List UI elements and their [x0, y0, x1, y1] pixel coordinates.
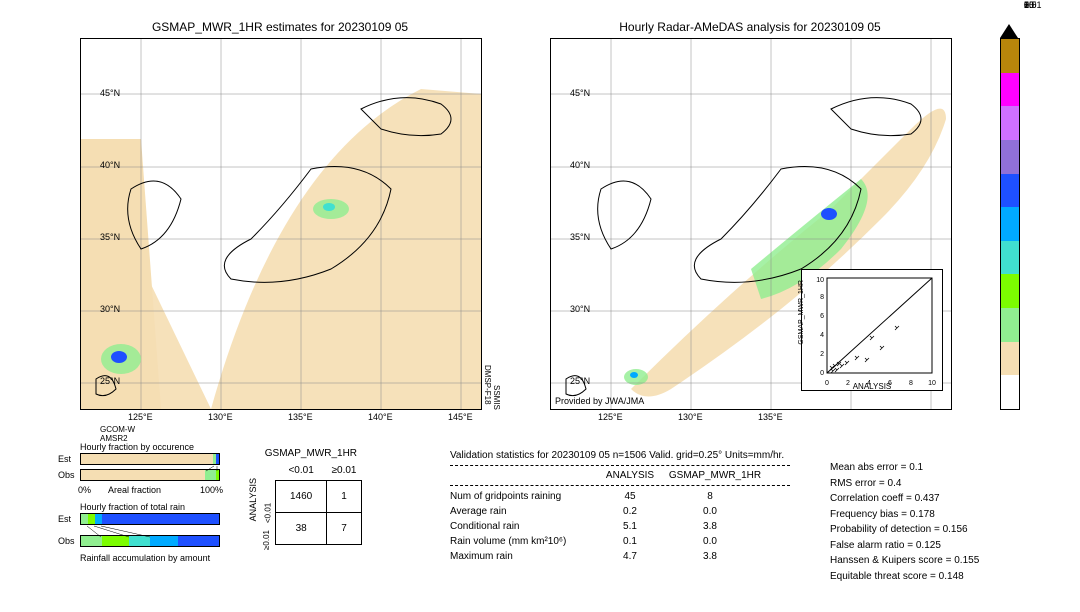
rain-title: Hourly fraction of total rain [80, 502, 185, 512]
cont-row-ge: ≥0.01 [262, 530, 271, 550]
xlab-130-l: 130°E [208, 412, 233, 422]
stats-row: Maximum rain4.73.8 [450, 549, 790, 564]
metric-line: False alarm ratio = 0.125 [830, 538, 1050, 554]
cont-col-0: <0.01 [276, 461, 327, 481]
pct0-1: 0% [78, 485, 91, 495]
metric-line: Probability of detection = 0.156 [830, 522, 1050, 538]
colorbar-seg [1001, 106, 1019, 140]
metric-line: Hanssen & Kuipers score = 0.155 [830, 553, 1050, 569]
metric-line: Frequency bias = 0.178 [830, 507, 1050, 523]
ylab-40n-l: 40°N [100, 160, 120, 170]
right-map-title: Hourly Radar-AMeDAS analysis for 2023010… [550, 20, 950, 34]
provided-label: Provided by JWA/JMA [555, 396, 644, 406]
areal-lbl: Areal fraction [108, 485, 161, 495]
xlab-130-r: 130°E [678, 412, 703, 422]
colorbar-seg [1001, 73, 1019, 107]
colorbar-seg [1001, 174, 1019, 208]
svg-text:8: 8 [820, 294, 824, 301]
stats-panel: Validation statistics for 20230109 05 n=… [450, 448, 790, 564]
pct100-1: 100% [200, 485, 223, 495]
occur-title: Hourly fraction by occurence [80, 442, 194, 452]
ylab-25n-r: 25°N [570, 376, 590, 386]
stats-row: Conditional rain5.13.8 [450, 519, 790, 534]
xlab-135-r: 135°E [758, 412, 783, 422]
metric-line: Equitable threat score = 0.148 [830, 569, 1050, 585]
left-map-title: GSMAP_MWR_1HR estimates for 20230109 05 [80, 20, 480, 34]
svg-text:2: 2 [820, 351, 824, 358]
stats-row: Rain volume (mm km²10⁶)0.10.0 [450, 534, 790, 549]
cont-axis-label: ANALYSIS [248, 478, 258, 521]
xlab-145-l: 145°E [448, 412, 473, 422]
metric-line: Mean abs error = 0.1 [830, 460, 1050, 476]
stats-col2: GSMAP_MWR_1HR [660, 468, 770, 483]
src-ssmis: SSMIS [492, 385, 501, 410]
accum-title: Rainfall accumulation by amount [80, 553, 210, 563]
ylab-45n-r: 45°N [570, 88, 590, 98]
cont-00: 1460 [276, 481, 327, 513]
colorbar-seg [1001, 375, 1019, 409]
left-map-panel [80, 38, 482, 410]
colorbar-seg [1001, 140, 1019, 174]
ylab-30n-r: 30°N [570, 304, 590, 314]
xlab-125-l: 125°E [128, 412, 153, 422]
colorbar-seg [1001, 207, 1019, 241]
src-dmsp: DMSP-F18 [483, 365, 492, 405]
svg-text:4: 4 [820, 332, 824, 339]
metrics-list: Mean abs error = 0.1RMS error = 0.4Corre… [830, 460, 1050, 584]
xlab-135-l: 135°E [288, 412, 313, 422]
ylab-30n-l: 30°N [100, 304, 120, 314]
obs-lbl-2: Obs [58, 536, 75, 546]
cont-11: 7 [327, 513, 362, 545]
metric-line: RMS error = 0.4 [830, 476, 1050, 492]
scatter-inset: 024 6810 024 6810 ANALYSIS GSMAP_MWR_1HR [801, 269, 943, 391]
ylab-35n-r: 35°N [570, 232, 590, 242]
cont-title: GSMAP_MWR_1HR [260, 448, 362, 459]
svg-text:0: 0 [820, 370, 824, 377]
cont-01: 1 [327, 481, 362, 513]
colorbar-tick: 0 [1024, 0, 1029, 10]
stats-col1: ANALYSIS [600, 468, 660, 483]
occur-connect [80, 453, 220, 483]
cont-10: 38 [276, 513, 327, 545]
scatter-ylabel: GSMAP_MWR_1HR [798, 280, 805, 345]
ylab-25n-l: 25°N [100, 376, 120, 386]
colorbar-seg [1001, 308, 1019, 342]
scatter-xlabel: ANALYSIS [802, 382, 942, 391]
left-map-svg [81, 39, 481, 409]
src-gcom: GCOM-W [100, 425, 135, 434]
right-map-panel: Provided by JWA/JMA 0 2 4 6 8 10 [550, 38, 952, 410]
obs-lbl-1: Obs [58, 470, 75, 480]
ylab-40n-r: 40°N [570, 160, 590, 170]
xlab-125-r: 125°E [598, 412, 623, 422]
ylab-45n-l: 45°N [100, 88, 120, 98]
stats-row: Num of gridpoints raining458 [450, 489, 790, 504]
svg-text:10: 10 [816, 277, 824, 284]
est-lbl-2: Est [58, 514, 71, 524]
xlab-140-l: 140°E [368, 412, 393, 422]
colorbar [1000, 38, 1020, 410]
colorbar-seg [1001, 39, 1019, 73]
est-lbl-1: Est [58, 454, 71, 464]
rain-connect [80, 513, 220, 549]
colorbar-seg [1001, 241, 1019, 275]
contingency-table: GSMAP_MWR_1HR <0.01 ≥0.01 <0.01 1460 1 3… [260, 448, 362, 545]
colorbar-seg [1001, 342, 1019, 376]
cont-col-1: ≥0.01 [327, 461, 362, 481]
stats-row: Average rain0.20.0 [450, 504, 790, 519]
metric-line: Correlation coeff = 0.437 [830, 491, 1050, 507]
stats-header: Validation statistics for 20230109 05 n=… [450, 448, 790, 466]
svg-text:6: 6 [820, 313, 824, 320]
ylab-35n-l: 35°N [100, 232, 120, 242]
colorbar-arrow [1000, 24, 1018, 38]
colorbar-seg [1001, 274, 1019, 308]
